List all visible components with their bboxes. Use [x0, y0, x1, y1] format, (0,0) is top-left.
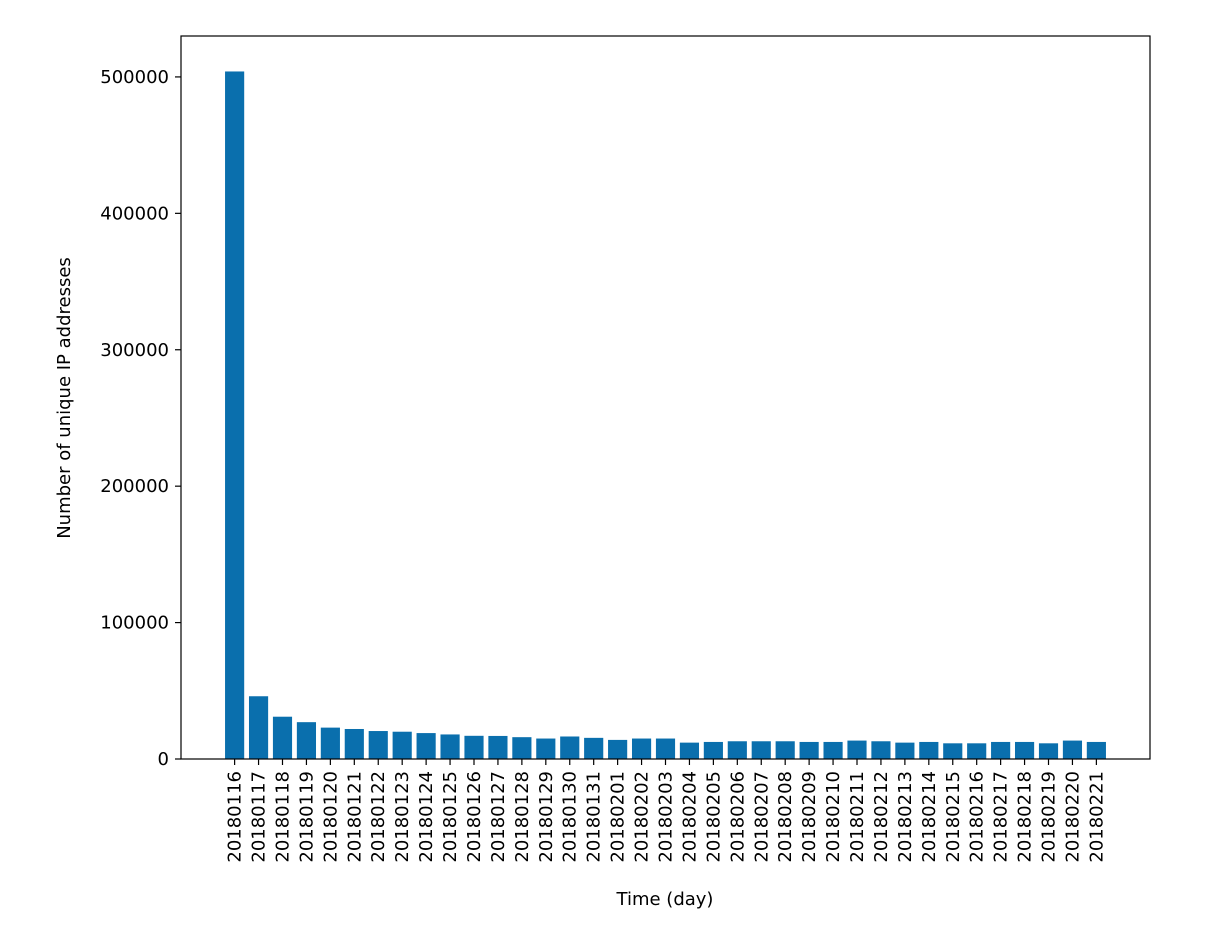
x-tick-label: 20180204	[679, 771, 700, 863]
x-tick-label: 20180122	[368, 771, 389, 863]
x-tick-label: 20180116	[225, 771, 246, 863]
bar	[967, 743, 987, 759]
x-tick-label: 20180119	[296, 771, 317, 863]
x-axis-label: Time (day)	[616, 889, 714, 910]
x-tick-label: 20180207	[751, 771, 772, 863]
bar	[344, 728, 364, 759]
bar	[488, 735, 508, 759]
x-tick-label: 20180212	[871, 771, 892, 863]
y-tick-label: 0	[158, 749, 169, 770]
y-tick-label: 500000	[100, 67, 169, 88]
x-tick-label: 20180118	[272, 771, 293, 863]
x-tick-label: 20180126	[464, 771, 485, 863]
bar	[823, 741, 843, 759]
bar	[225, 71, 245, 760]
x-tick-label: 20180120	[320, 771, 341, 863]
x-tick-label: 20180121	[344, 771, 365, 863]
bar	[655, 738, 676, 759]
x-tick-label: 20180202	[632, 771, 653, 863]
x-tick-label: 20180123	[392, 771, 413, 863]
x-tick-label: 20180213	[895, 771, 916, 863]
bar	[703, 741, 723, 759]
y-tick-label: 300000	[100, 340, 169, 361]
bar	[464, 735, 484, 759]
x-tick-label: 20180203	[656, 771, 677, 863]
bar	[799, 741, 819, 759]
bar	[991, 741, 1011, 759]
x-tick-label: 20180220	[1062, 771, 1083, 863]
bar	[727, 741, 747, 759]
x-tick-label: 20180124	[416, 771, 437, 863]
bar	[871, 741, 891, 759]
plot-frame	[180, 35, 1151, 760]
bar	[296, 722, 317, 759]
bar	[272, 716, 293, 759]
bar	[368, 731, 388, 759]
x-tick-label: 20180211	[847, 771, 868, 863]
x-tick-label: 20180215	[943, 771, 964, 863]
x-tick-label: 20180208	[775, 771, 796, 863]
bar	[895, 742, 915, 759]
bar	[584, 737, 604, 759]
bar	[536, 738, 556, 759]
x-tick-label: 20180117	[249, 771, 270, 863]
bar	[1086, 741, 1106, 759]
bar	[775, 741, 795, 759]
bar	[1062, 740, 1083, 759]
bar	[1014, 741, 1035, 759]
bar	[751, 741, 771, 759]
x-tick-label: 20180129	[536, 771, 557, 863]
bar	[440, 734, 460, 759]
bar	[679, 742, 700, 759]
x-tick-label: 20180221	[1086, 771, 1107, 863]
bar	[416, 733, 436, 759]
y-tick-label: 100000	[100, 613, 169, 634]
bar	[943, 743, 963, 759]
bar	[512, 737, 532, 759]
bar	[847, 740, 867, 759]
x-tick-label: 20180205	[703, 771, 724, 863]
x-tick-label: 20180209	[799, 771, 820, 863]
x-tick-label: 20180206	[727, 771, 748, 863]
bar	[631, 738, 652, 759]
x-tick-label: 20180201	[608, 771, 629, 863]
x-tick-label: 20180218	[1015, 771, 1036, 863]
x-tick-label: 20180219	[1039, 771, 1060, 863]
y-axis-label: Number of unique IP addresses	[54, 257, 75, 539]
x-tick-label: 20180125	[440, 771, 461, 863]
y-tick-label: 400000	[100, 203, 169, 224]
bar	[560, 736, 580, 759]
bar	[248, 696, 269, 759]
bar	[392, 731, 412, 759]
bar	[919, 741, 939, 759]
bar	[1038, 743, 1059, 759]
x-tick-label: 20180131	[584, 771, 605, 863]
x-tick-label: 20180216	[967, 771, 988, 863]
x-tick-label: 20180217	[991, 771, 1012, 863]
x-tick-label: 20180130	[560, 771, 581, 863]
x-tick-label: 20180210	[823, 771, 844, 863]
bar	[320, 727, 340, 759]
x-tick-label: 20180214	[919, 771, 940, 863]
bar	[608, 739, 628, 759]
x-tick-label: 20180127	[488, 771, 509, 863]
y-tick-label: 200000	[100, 476, 169, 497]
x-tick-label: 20180128	[512, 771, 533, 863]
